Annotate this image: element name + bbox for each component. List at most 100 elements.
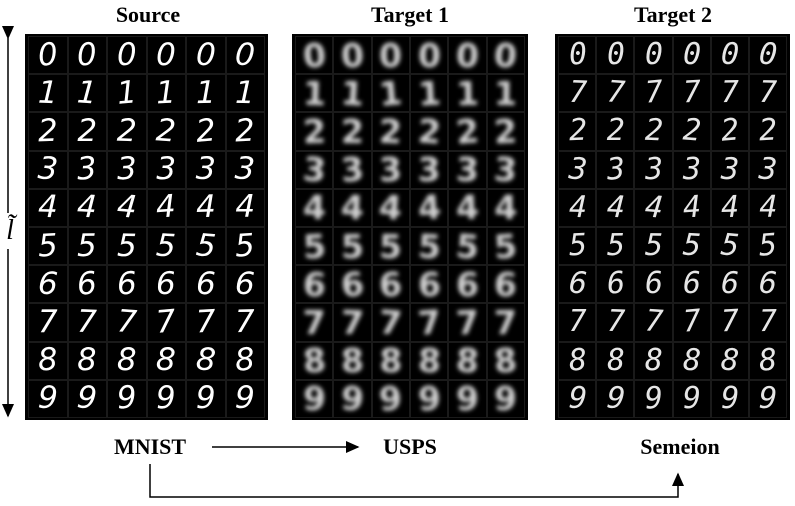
source-digit-cell: 2	[146, 112, 186, 151]
semeion-digit-cell: 2	[634, 112, 673, 151]
semeion-digit-cell: 4	[634, 188, 673, 227]
source-digit-cell: 7	[186, 303, 226, 342]
source-digit-cell: 5	[225, 227, 265, 266]
source-digit-cell: 6	[146, 265, 186, 304]
semeion-digit-cell: 7	[558, 74, 597, 113]
source-digit-cell: 0	[67, 36, 107, 75]
usps-digit-cell: 6	[409, 265, 449, 304]
usps-digit-cell: 7	[371, 303, 410, 342]
usps-digit-cell: 0	[486, 36, 525, 75]
semeion-digit-cell: 0	[596, 36, 635, 75]
usps-digit-cell: 8	[295, 341, 334, 380]
usps-digit-cell: 1	[295, 74, 334, 113]
source-digit-cell: 8	[107, 341, 147, 380]
usps-digit-cell: 9	[486, 379, 525, 418]
source-digit-cell: 9	[67, 379, 107, 418]
usps-digit-cell: 4	[295, 188, 334, 227]
usps-digit-cell: 3	[448, 150, 487, 189]
source-digit-cell: 1	[107, 74, 147, 113]
semeion-digit-cell: 8	[558, 341, 597, 380]
usps-digit-cell: 5	[486, 227, 525, 266]
usps-digit-cell: 5	[295, 227, 334, 266]
source-digit-cell: 8	[146, 341, 186, 380]
source-digit-cell: 9	[225, 379, 265, 418]
source-digit-cell: 5	[146, 227, 186, 266]
source-digit-cell: 5	[186, 227, 226, 266]
semeion-digit-cell: 7	[634, 74, 673, 113]
header-source: Source	[115, 2, 181, 27]
usps-digit-cell: 2	[409, 112, 449, 151]
source-digit-cell: 7	[28, 303, 68, 342]
source-digit-cell: 1	[28, 74, 68, 113]
semeion-digit-cell: 7	[710, 303, 749, 342]
label-mnist: MNIST	[113, 434, 187, 459]
source-digit-cell: 5	[28, 227, 68, 266]
usps-digit-cell: 5	[371, 227, 410, 266]
usps-digit: 9	[456, 379, 479, 418]
source-digit-cell: 0	[146, 36, 186, 75]
usps-digit-cell: 4	[448, 188, 487, 227]
source-digit-cell: 3	[28, 150, 68, 189]
source-digit-cell: 8	[225, 341, 265, 380]
semeion-digit-cell: 5	[596, 227, 635, 266]
semeion-digit-cell: 3	[748, 150, 787, 189]
source-digit-cell: 9	[146, 379, 186, 418]
semeion-digit-cell: 2	[596, 112, 635, 151]
source-digit-cell: 1	[67, 74, 107, 113]
usps-digit-cell: 7	[448, 303, 487, 342]
semeion-digit: 8	[644, 342, 663, 378]
label-semeion: Semeion	[640, 434, 720, 459]
semeion-digit-cell: 3	[710, 150, 749, 189]
source-digit-cell: 9	[107, 379, 147, 418]
source-digit-cell: 0	[28, 36, 68, 75]
source-digit-cell: 6	[107, 265, 147, 304]
usps-digit-cell: 1	[333, 74, 372, 113]
semeion-digit-cell: 6	[596, 265, 635, 304]
source-digit-cell: 6	[67, 265, 107, 304]
source-digit-cell: 2	[186, 112, 226, 151]
usps-digit-cell: 8	[409, 341, 449, 380]
semeion-digit-cell: 9	[596, 379, 635, 418]
source-digit: 8	[116, 342, 137, 379]
semeion-digit-cell: 6	[634, 265, 673, 304]
semeion-digit-cell: 4	[748, 188, 787, 227]
source-digit-cell: 2	[107, 112, 147, 151]
source-digit: 3	[156, 151, 177, 188]
semeion-digit-cell: 8	[710, 341, 749, 380]
mnist-to-semeion-arrow	[149, 464, 684, 498]
usps-digit-cell: 4	[333, 188, 372, 227]
usps-digit-cell: 7	[409, 303, 449, 342]
source-digit-cell: 9	[28, 379, 68, 418]
usps-digit-cell: 5	[409, 227, 449, 266]
source-digit-cell: 6	[186, 265, 226, 304]
semeion-digit-cell: 5	[672, 227, 711, 266]
latent-variable-label: l̃	[0, 213, 20, 249]
usps-digit-cell: 0	[448, 36, 487, 75]
semeion-digit: 7	[568, 304, 587, 340]
usps-digit-cell: 4	[486, 188, 525, 227]
semeion-digit-cell: 8	[634, 341, 673, 380]
semeion-digit-cell: 2	[748, 112, 787, 151]
semeion-digit-cell: 0	[710, 36, 749, 75]
usps-digit-cell: 3	[409, 150, 449, 189]
source-digit-cell: 0	[225, 36, 265, 75]
usps-digit-cell: 3	[486, 150, 525, 189]
usps-digit-cell: 6	[295, 265, 334, 304]
semeion-digit-cell: 9	[710, 379, 749, 418]
semeion-digit-cell: 3	[596, 150, 635, 189]
usps-digit-cell: 4	[409, 188, 449, 227]
semeion-digit-cell: 0	[634, 36, 673, 75]
source-digit: 9	[195, 380, 216, 417]
usps-digit-cell: 8	[486, 341, 525, 380]
source-digit-cell: 7	[107, 303, 147, 342]
semeion-digit-cell: 2	[672, 112, 711, 151]
source-digit-cell: 7	[146, 303, 186, 342]
usps-digit-cell: 2	[486, 112, 525, 151]
semeion-digit-cell: 2	[558, 112, 597, 151]
usps-digit-cell: 3	[333, 150, 372, 189]
usps-digit-cell: 8	[371, 341, 410, 380]
usps-digit-cell: 5	[333, 227, 372, 266]
